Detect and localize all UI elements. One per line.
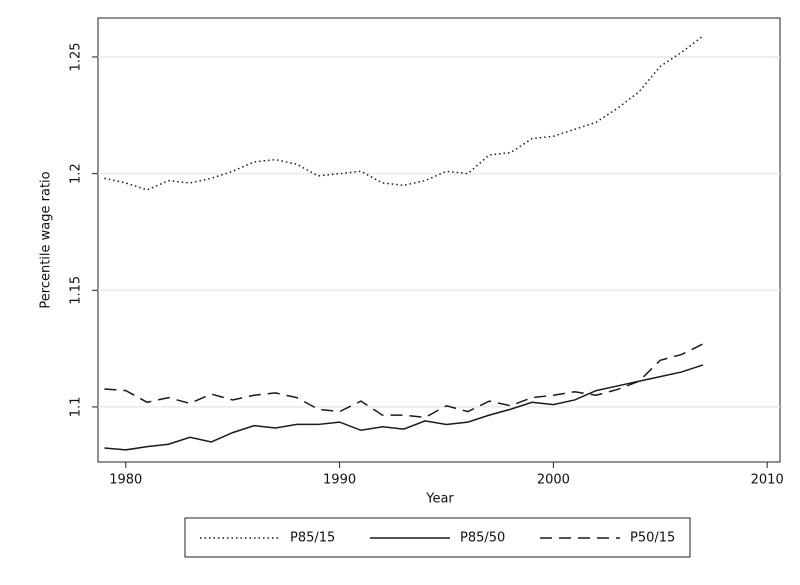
y-tick-label: 1.2	[69, 163, 84, 184]
y-tick-label: 1.15	[69, 276, 84, 305]
series-line	[104, 343, 704, 419]
x-axis-label: Year	[425, 492, 454, 507]
y-tick-label: 1.25	[69, 42, 84, 71]
y-tick-label: 1.1	[69, 397, 84, 418]
x-tick-label: 1980	[109, 473, 142, 488]
legend-label: P85/15	[290, 531, 335, 546]
x-tick-label: 2010	[751, 473, 784, 488]
plot-area	[97, 17, 781, 463]
x-tick-label: 1990	[323, 473, 356, 488]
series-line	[104, 364, 704, 451]
legend-label: P85/50	[460, 531, 505, 546]
x-tick-label: 2000	[537, 473, 570, 488]
legend-label: P50/15	[630, 531, 675, 546]
y-axis-label: Percentile wage ratio	[39, 171, 54, 308]
series-line	[104, 35, 704, 191]
